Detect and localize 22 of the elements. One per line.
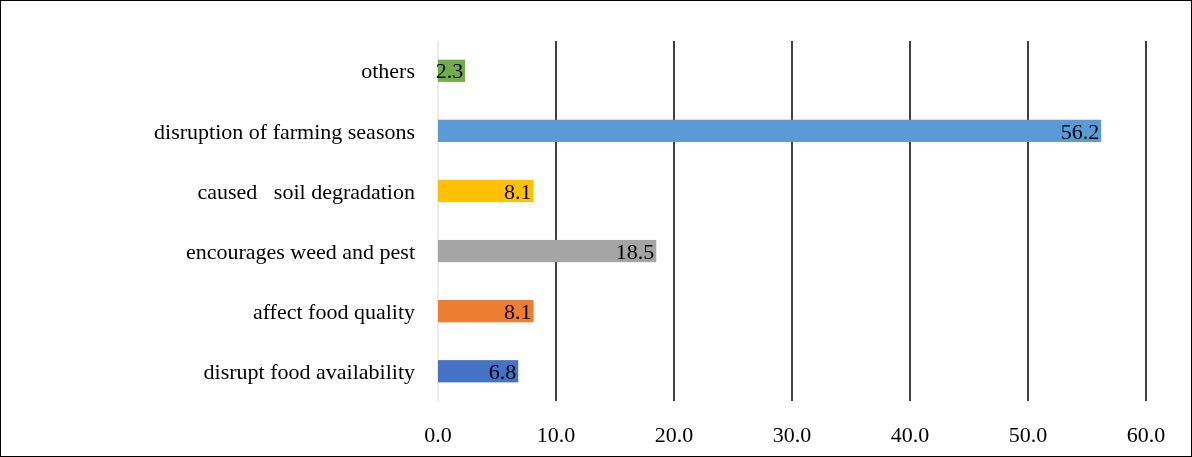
data-label: 8.1 [504, 298, 532, 324]
x-tick-label: 10.0 [536, 421, 576, 447]
y-tick-label: affect food quality [252, 298, 415, 324]
y-tick-label: disruption of farming seasons [154, 118, 415, 144]
data-label: 8.1 [504, 178, 532, 204]
bar [438, 119, 1102, 142]
bar [438, 179, 534, 203]
y-tick-label: encourages weed and pest [185, 238, 415, 264]
x-tick-label: 30.0 [772, 421, 812, 447]
data-label: 56.2 [1060, 118, 1100, 144]
bar [438, 300, 534, 323]
x-tick-label: 20.0 [654, 421, 694, 447]
y-tick-label: caused soil degradation [197, 178, 415, 204]
y-tick-label: disrupt food availability [203, 358, 415, 384]
x-tick-label: 40.0 [890, 421, 930, 447]
y-tick-label: others [361, 58, 415, 84]
x-tick-label: 0.0 [424, 421, 452, 447]
data-label: 18.5 [615, 238, 655, 264]
bar [438, 239, 657, 263]
x-tick-label: 60.0 [1126, 421, 1166, 447]
data-label: 6.8 [488, 358, 517, 384]
x-tick-label: 50.0 [1008, 421, 1048, 447]
